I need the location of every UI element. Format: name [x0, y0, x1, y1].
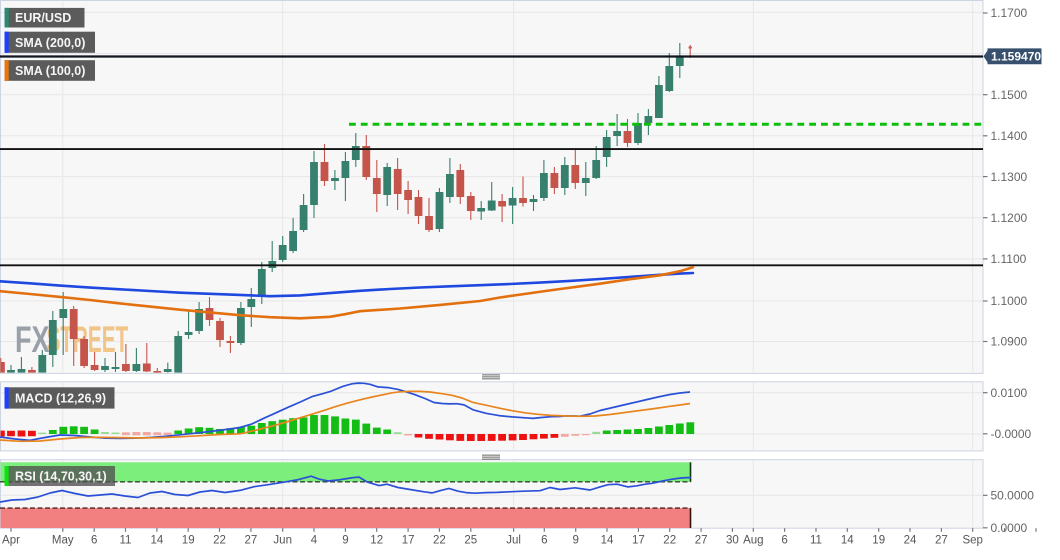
svg-text:24: 24 [904, 535, 917, 547]
svg-text:6: 6 [91, 535, 97, 547]
svg-text:27: 27 [935, 535, 948, 547]
svg-text:0.0100: 0.0100 [991, 386, 1028, 400]
svg-text:12: 12 [370, 535, 383, 547]
svg-text:22: 22 [663, 535, 676, 547]
svg-text:6: 6 [541, 535, 547, 547]
svg-text:SMA (200,0): SMA (200,0) [15, 36, 85, 50]
svg-text:9: 9 [572, 535, 578, 547]
svg-text:11: 11 [120, 535, 132, 547]
svg-text:1.159470: 1.159470 [991, 50, 1041, 64]
svg-text:RSI (14,70,30,1): RSI (14,70,30,1) [15, 470, 107, 484]
svg-text:27: 27 [695, 535, 708, 547]
svg-text:EUR/USD: EUR/USD [15, 11, 71, 25]
svg-text:FX: FX [15, 319, 50, 360]
svg-text:Apr: Apr [2, 535, 20, 547]
svg-text:1.1000: 1.1000 [991, 294, 1028, 308]
svg-text:4: 4 [311, 535, 318, 547]
svg-text:-0.0000: -0.0000 [991, 427, 1032, 441]
svg-text:30: 30 [726, 535, 739, 547]
svg-text:17: 17 [632, 535, 645, 547]
svg-text:1.0900: 1.0900 [991, 335, 1028, 349]
svg-text:6: 6 [781, 535, 787, 547]
svg-text:11: 11 [810, 535, 822, 547]
svg-text:14: 14 [841, 535, 854, 547]
svg-text:0.0000: 0.0000 [991, 521, 1028, 535]
svg-text:9: 9 [342, 535, 348, 547]
svg-text:1.1100: 1.1100 [991, 252, 1027, 266]
svg-text:22: 22 [213, 535, 226, 547]
svg-text:50.0000: 50.0000 [991, 489, 1035, 503]
svg-text:MACD (12,26,9): MACD (12,26,9) [15, 391, 106, 405]
svg-text:19: 19 [872, 535, 885, 547]
svg-text:1.1500: 1.1500 [991, 88, 1028, 102]
svg-text:1.1400: 1.1400 [991, 129, 1028, 143]
svg-text:SMA (100,0): SMA (100,0) [15, 64, 85, 78]
svg-text:14: 14 [601, 535, 614, 547]
svg-text:27: 27 [245, 535, 258, 547]
svg-text:Jul: Jul [506, 535, 521, 547]
svg-text:Aug: Aug [743, 535, 763, 547]
svg-text:17: 17 [402, 535, 415, 547]
svg-text:22: 22 [433, 535, 446, 547]
svg-text:Sep: Sep [962, 535, 982, 547]
svg-text:1.1200: 1.1200 [991, 211, 1028, 225]
svg-text:19: 19 [182, 535, 195, 547]
svg-text:1.1700: 1.1700 [991, 6, 1028, 20]
svg-text:Jun: Jun [273, 535, 292, 547]
svg-text:1.1300: 1.1300 [991, 170, 1028, 184]
svg-text:May: May [52, 535, 74, 547]
svg-text:14: 14 [151, 535, 164, 547]
svg-text:25: 25 [464, 535, 477, 547]
